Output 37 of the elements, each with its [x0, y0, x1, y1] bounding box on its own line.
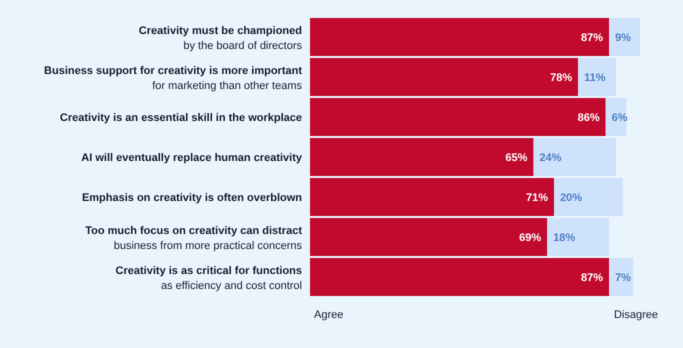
series-label: Agree: [314, 309, 344, 321]
y-tick-label: Business support for creativity is more important for marketing than other teams: [44, 65, 302, 92]
bar: [310, 98, 606, 136]
data-label: 78%: [550, 72, 572, 84]
bar: [310, 58, 578, 96]
bar: [609, 18, 640, 56]
data-label: 18%: [553, 232, 576, 244]
bar: [547, 218, 610, 256]
y-tick-label: Emphasis on creativity is often overblown: [82, 192, 302, 204]
series-label: Disagree: [614, 309, 658, 321]
y-tick-label: Creativity is as critical for functions as efficiency and cost control: [116, 265, 302, 292]
bar: [310, 138, 534, 176]
data-label: 11%: [584, 72, 606, 84]
bar: [310, 178, 554, 216]
data-label: 65%: [505, 152, 528, 164]
bar: [606, 98, 626, 136]
y-tick-label: Creativity must be championed by the board of directors: [138, 25, 302, 52]
bar: [609, 258, 634, 296]
y-tick-label: AI will eventually replace human creativity: [81, 152, 303, 164]
bar: [310, 18, 610, 56]
data-label: 6%: [612, 112, 628, 124]
data-label: 71%: [526, 192, 548, 204]
y-tick-label: Too much focus on creativity can distract business from more practical concerns: [85, 225, 302, 252]
data-label: 87%: [581, 272, 604, 284]
data-label: 20%: [560, 192, 582, 204]
y-tick-label: Creativity is an essential skill in the workplace: [60, 112, 302, 124]
bar: [310, 258, 610, 296]
data-label: 7%: [615, 272, 632, 284]
bar: [578, 58, 616, 96]
data-label: 24%: [539, 152, 562, 164]
data-label: 69%: [519, 232, 542, 244]
data-label: 87%: [581, 32, 604, 44]
bar: [554, 178, 623, 216]
data-label: 9%: [615, 32, 632, 44]
bar: [533, 138, 616, 176]
bar: [310, 218, 548, 256]
data-label: 86%: [578, 112, 600, 124]
